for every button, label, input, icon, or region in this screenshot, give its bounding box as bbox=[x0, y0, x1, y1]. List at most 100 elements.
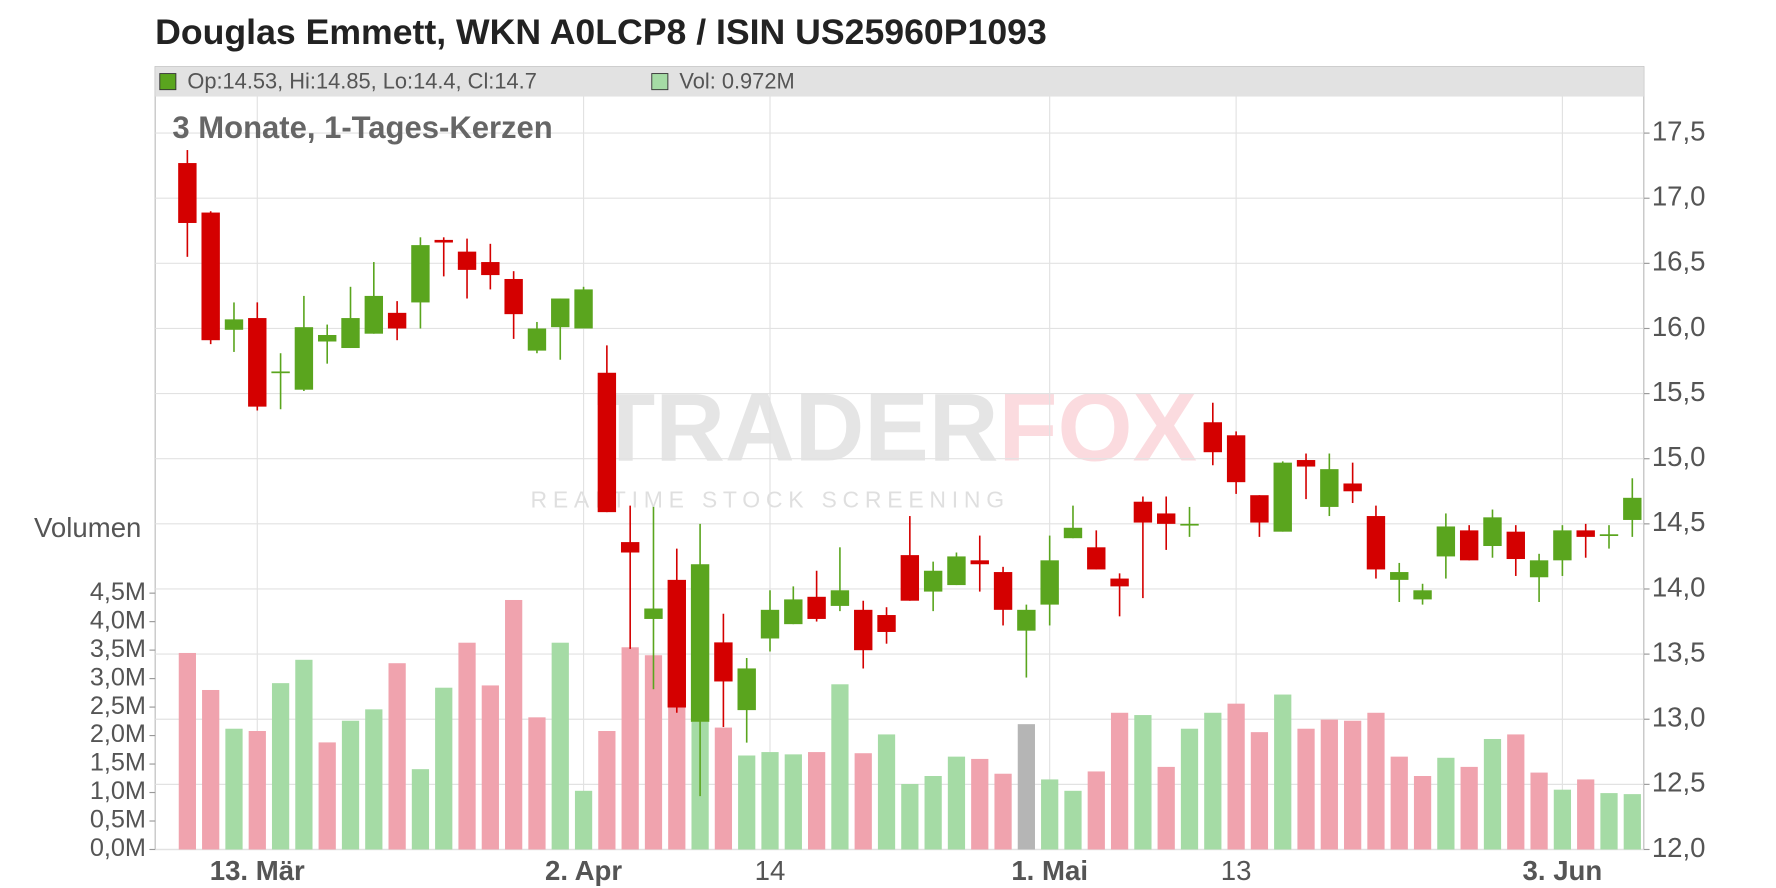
volume-bar bbox=[295, 659, 313, 850]
volume-tick-label: 4,0M bbox=[90, 606, 146, 634]
candle-body bbox=[1553, 530, 1572, 561]
legend-bar bbox=[155, 66, 1644, 97]
volume-bar bbox=[621, 647, 639, 850]
volume-bar bbox=[784, 754, 802, 850]
volume-bar bbox=[1320, 719, 1338, 850]
candle-body bbox=[551, 298, 570, 328]
volume-bar bbox=[1483, 738, 1502, 850]
watermark-part: FOX bbox=[999, 374, 1197, 481]
chart-subtitle: 3 Monate, 1-Tages-Kerzen bbox=[172, 110, 552, 145]
candle-body bbox=[1599, 534, 1619, 537]
volume-bar bbox=[924, 776, 942, 850]
volume-tick-label: 0,5M bbox=[90, 806, 146, 834]
candle-body bbox=[1343, 483, 1362, 492]
candle-body bbox=[1203, 422, 1223, 453]
candle-body bbox=[900, 555, 920, 601]
volume-bar bbox=[1250, 732, 1269, 850]
candle-body bbox=[1436, 526, 1456, 557]
volume-bar bbox=[271, 683, 290, 850]
volume-bar bbox=[1530, 772, 1548, 850]
candle-body bbox=[993, 572, 1013, 610]
candle-body bbox=[434, 239, 453, 243]
volume-bar bbox=[1041, 779, 1059, 850]
candle-body bbox=[644, 608, 663, 619]
candle-body bbox=[574, 289, 593, 329]
candle-body bbox=[1087, 547, 1106, 570]
y-tick-label: 16,0 bbox=[1652, 311, 1706, 342]
candle-body bbox=[807, 596, 826, 619]
volume-bar bbox=[738, 755, 756, 850]
candle-body bbox=[178, 163, 197, 223]
volume-bar bbox=[1204, 712, 1222, 850]
candle-body bbox=[877, 615, 896, 632]
y-tick-label: 15,0 bbox=[1652, 441, 1706, 472]
candle-body bbox=[923, 570, 943, 592]
volume-bar bbox=[668, 678, 686, 850]
candle-body bbox=[1459, 530, 1479, 561]
volume-bar bbox=[388, 663, 406, 850]
candle-body bbox=[1366, 516, 1386, 570]
y-tick-label: 14,0 bbox=[1652, 571, 1706, 602]
volume-bar bbox=[1297, 728, 1315, 850]
candle-body bbox=[947, 556, 966, 586]
candle-body bbox=[970, 560, 989, 565]
volume-bar bbox=[574, 790, 593, 850]
candle-body bbox=[224, 319, 244, 330]
volume-bar bbox=[411, 769, 430, 850]
y-tick-label: 14,5 bbox=[1652, 506, 1706, 537]
candle-body bbox=[527, 328, 547, 351]
candle-body bbox=[1110, 578, 1129, 587]
volume-bar bbox=[318, 742, 336, 850]
volume-bar bbox=[481, 685, 499, 850]
volume-bar bbox=[1087, 771, 1105, 850]
candle-body bbox=[318, 334, 337, 342]
candle-body bbox=[1576, 530, 1595, 537]
y-tick-label: 17,5 bbox=[1652, 115, 1706, 146]
candle-body bbox=[481, 262, 500, 276]
x-tick-label: 13. Mär bbox=[210, 855, 305, 886]
candle-body bbox=[411, 245, 430, 303]
legend-swatch bbox=[159, 73, 177, 91]
candle-body bbox=[271, 371, 290, 374]
volume-bar bbox=[644, 655, 663, 850]
y-tick-label: 13,5 bbox=[1652, 636, 1706, 667]
candle-body bbox=[1483, 517, 1502, 547]
volume-bar bbox=[1413, 776, 1432, 850]
volume-tick-label: 2,5M bbox=[90, 692, 146, 720]
volume-bar bbox=[1600, 793, 1618, 850]
volume-bar bbox=[1623, 794, 1641, 850]
volume-bar bbox=[807, 752, 826, 850]
candle-body bbox=[1180, 523, 1199, 526]
volume-tick-label: 2,0M bbox=[90, 720, 146, 748]
candle-body bbox=[1226, 435, 1246, 483]
volume-bar bbox=[971, 758, 989, 850]
volume-bar bbox=[994, 773, 1012, 850]
volume-bar bbox=[1017, 724, 1035, 850]
volume-bar bbox=[714, 727, 733, 850]
y-tick-label: 16,5 bbox=[1652, 246, 1706, 277]
volume-bar bbox=[365, 709, 383, 850]
candle-body bbox=[1506, 531, 1525, 560]
candle-body bbox=[1623, 497, 1642, 520]
candle-body bbox=[201, 212, 220, 341]
volume-bar bbox=[1390, 756, 1408, 850]
candle-body bbox=[294, 327, 314, 390]
volume-tick-label: 3,5M bbox=[90, 635, 146, 663]
candle-body bbox=[1063, 527, 1083, 539]
candle-body bbox=[1040, 560, 1059, 605]
volume-bar bbox=[178, 652, 196, 850]
volume-bar bbox=[341, 720, 360, 850]
volume-bar bbox=[1437, 757, 1455, 850]
volume-bar bbox=[435, 687, 453, 850]
volume-bar bbox=[1180, 728, 1199, 850]
volume-bar bbox=[1064, 790, 1082, 850]
candle-body bbox=[1529, 560, 1549, 578]
volume-bar bbox=[1157, 766, 1175, 850]
candle-body bbox=[690, 564, 710, 722]
x-tick-label: 14 bbox=[755, 855, 786, 886]
volume-bar bbox=[551, 642, 569, 850]
candle-body bbox=[714, 642, 733, 682]
volume-bar bbox=[1134, 715, 1152, 850]
volume-bar bbox=[1274, 694, 1292, 850]
